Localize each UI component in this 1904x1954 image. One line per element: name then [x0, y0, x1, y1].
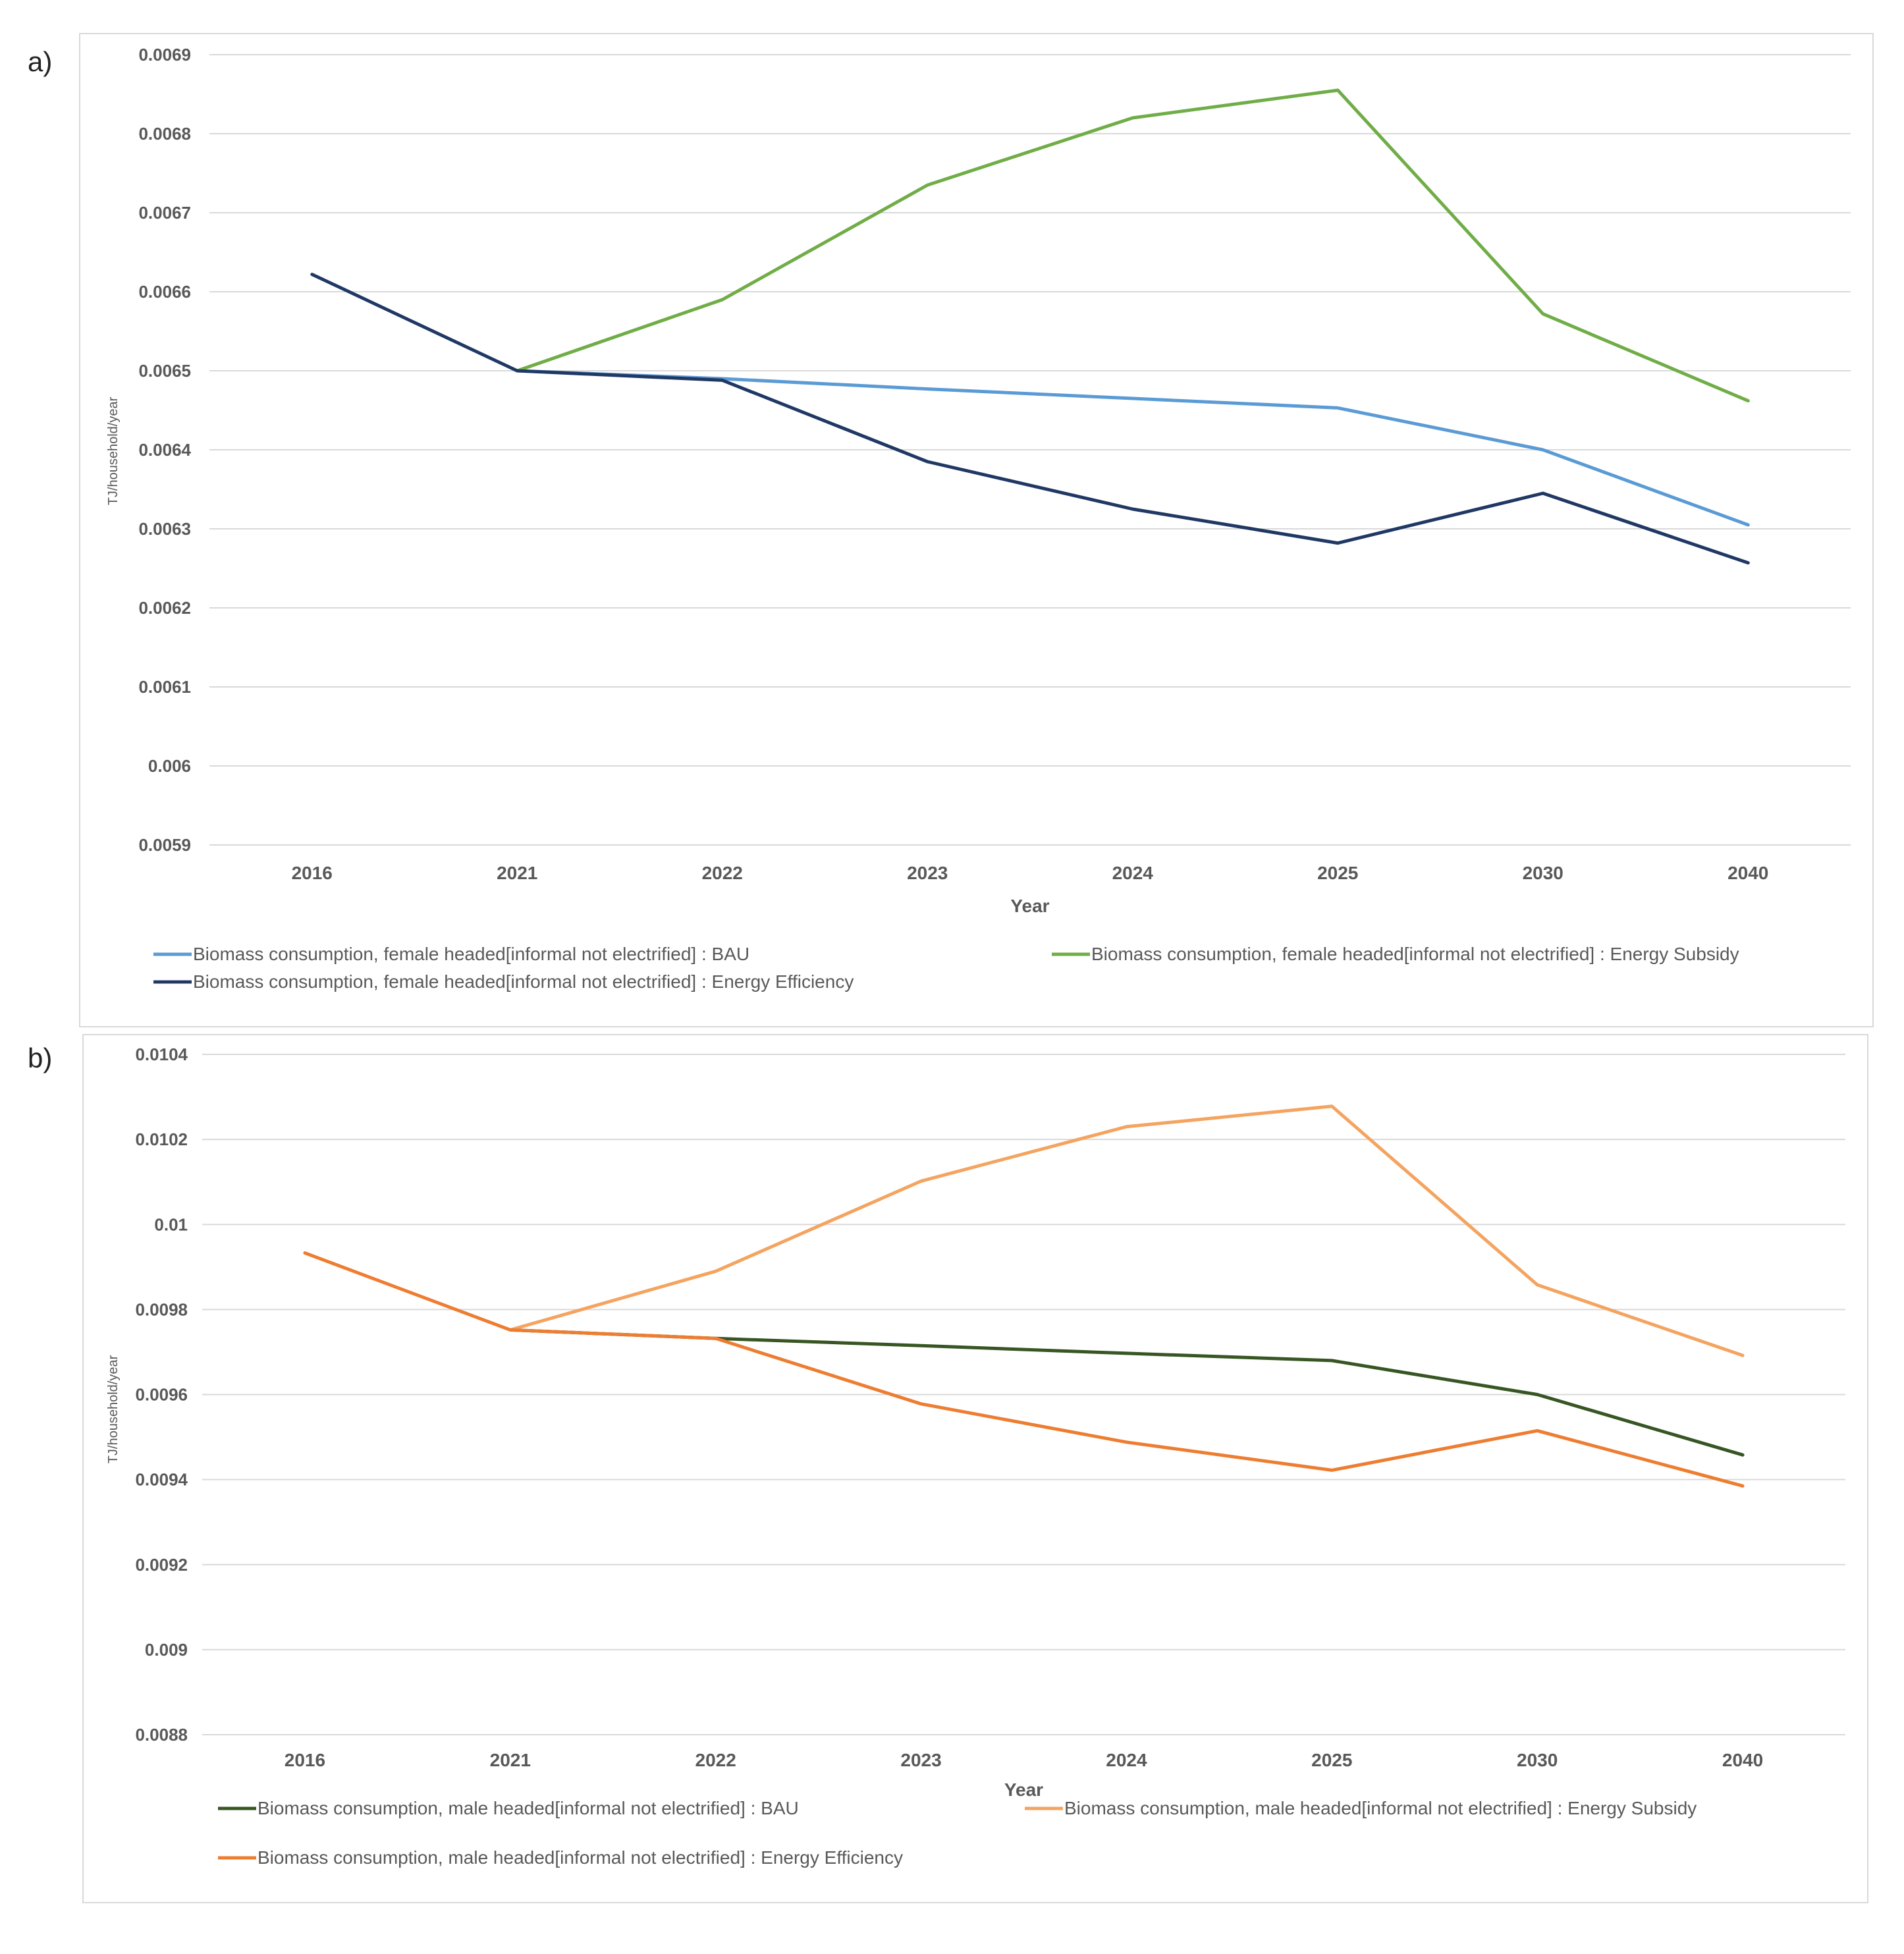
y-tick-label: 0.0059 [138, 835, 191, 855]
x-tick-label: 2021 [490, 1750, 531, 1770]
series-line-2 [515, 88, 1750, 403]
panel-label-b: b) [28, 1043, 53, 1073]
series-line-2 [508, 1104, 1745, 1357]
x-tick-label: 2024 [1106, 1750, 1147, 1770]
y-tick-label: 0.0063 [138, 519, 191, 539]
y-axis-title: TJ/household/year [106, 1355, 121, 1463]
y-axis-title: TJ/household/year [106, 396, 121, 505]
legend-label: Biomass consumption, female headed[infor… [193, 944, 749, 964]
y-tick-label: 0.01 [154, 1214, 188, 1234]
chart-b: 0.00880.0090.00920.00940.00960.00980.010… [106, 1045, 1845, 1868]
y-tick-label: 0.0069 [138, 45, 191, 65]
x-tick-label: 2023 [907, 863, 948, 883]
y-tick-label: 0.0092 [135, 1555, 188, 1575]
y-tick-label: 0.009 [145, 1640, 188, 1660]
y-tick-label: 0.006 [148, 756, 191, 776]
y-tick-label: 0.0104 [135, 1045, 188, 1064]
y-tick-label: 0.0094 [135, 1470, 188, 1490]
legend-label: Biomass consumption, male headed[informa… [258, 1798, 799, 1818]
y-tick-label: 0.0065 [138, 361, 191, 381]
x-tick-label: 2025 [1317, 863, 1358, 883]
y-tick-label: 0.0088 [135, 1725, 188, 1745]
y-tick-label: 0.0061 [138, 677, 191, 697]
x-tick-label: 2016 [285, 1750, 325, 1770]
y-tick-label: 0.0098 [135, 1299, 188, 1319]
y-tick-label: 0.0067 [138, 203, 191, 223]
legend-label: Biomass consumption, male headed[informa… [1064, 1798, 1697, 1818]
series-line-3 [310, 273, 1750, 565]
y-tick-label: 0.0064 [138, 440, 191, 460]
series-line-3 [303, 1251, 1745, 1488]
x-tick-label: 2022 [702, 863, 743, 883]
x-tick-label: 2021 [497, 863, 537, 883]
y-tick-label: 0.0096 [135, 1385, 188, 1405]
x-tick-label: 2022 [695, 1750, 736, 1770]
x-tick-label: 2030 [1523, 863, 1564, 883]
legend-label: Biomass consumption, male headed[informa… [258, 1847, 903, 1868]
chart-panel-a [79, 33, 1874, 1027]
panel-label-a: a) [28, 46, 53, 77]
y-tick-label: 0.0068 [138, 124, 191, 144]
x-tick-label: 2016 [292, 863, 333, 883]
x-axis-title: Year [1004, 1779, 1043, 1800]
chart-a: 0.0059 0.006 0.0061 0.0062 0.0063 0.0064 0.006… [106, 45, 1851, 992]
x-tick-label: 2040 [1727, 863, 1768, 883]
x-tick-label: 2023 [900, 1750, 941, 1770]
x-axis-title: Year [1010, 896, 1049, 916]
x-tick-label: 2030 [1517, 1750, 1558, 1770]
legend-label: Biomass consumption, female headed[infor… [1091, 944, 1739, 964]
y-tick-label: 0.0066 [138, 282, 191, 302]
x-tick-label: 2024 [1112, 863, 1154, 883]
y-tick-label: 0.0062 [138, 598, 191, 618]
legend-label: Biomass consumption, female headed[infor… [193, 971, 854, 992]
y-tick-label: 0.0102 [135, 1129, 188, 1149]
x-tick-label: 2025 [1311, 1750, 1352, 1770]
chart-panel-b [82, 1034, 1868, 1903]
x-tick-label: 2040 [1722, 1750, 1763, 1770]
